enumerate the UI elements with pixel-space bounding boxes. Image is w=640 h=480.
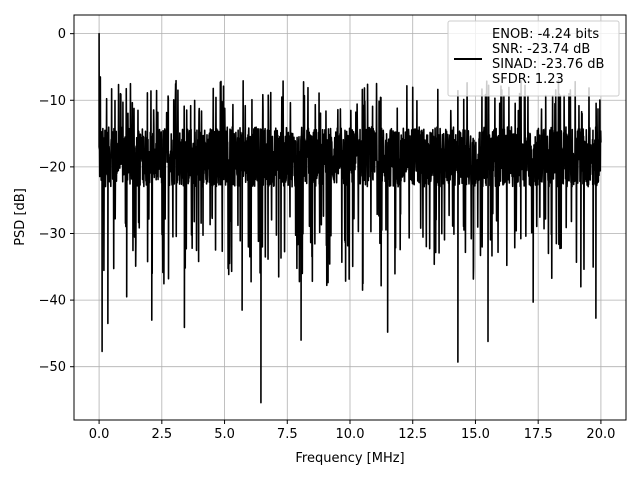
y-tick-label: −50 — [39, 360, 66, 375]
y-tick-label: −30 — [39, 227, 66, 242]
x-tick-label: 17.5 — [524, 427, 553, 442]
x-tick-label: 0.0 — [89, 427, 110, 442]
axis-ticks: 0.0 2.5 5.0 7.5 10.0 12.5 15.0 17.5 20.0 0 −10 −20 −… — [39, 27, 616, 442]
x-tick-label: 15.0 — [461, 427, 490, 442]
legend-line-snr: SNR: -23.74 dB — [492, 42, 590, 57]
legend-line-sinad: SINAD: -23.76 dB — [492, 57, 604, 72]
x-tick-label: 2.5 — [151, 427, 172, 442]
psd-series-line — [98, 32, 602, 404]
legend-line-enob: ENOB: -4.24 bits — [492, 27, 599, 42]
x-tick-label: 10.0 — [336, 427, 365, 442]
y-tick-label: 0 — [58, 27, 66, 42]
legend-box — [447, 20, 620, 97]
legend-line-sfdr: SFDR: 1.23 — [492, 72, 564, 87]
legend: ENOB: -4.24 bits SNR: -23.74 dB SINAD: -… — [447, 20, 620, 97]
y-tick-label: −10 — [39, 94, 66, 109]
series-layer — [98, 32, 602, 404]
x-tick-label: 7.5 — [277, 427, 298, 442]
x-axis-label: Frequency [MHz] — [295, 451, 404, 466]
x-tick-label: 5.0 — [214, 427, 235, 442]
y-tick-label: −20 — [39, 160, 66, 175]
y-axis-label: PSD [dB] — [13, 188, 28, 246]
x-tick-label: 20.0 — [586, 427, 615, 442]
y-tick-label: −40 — [39, 294, 66, 309]
x-tick-label: 12.5 — [398, 427, 427, 442]
